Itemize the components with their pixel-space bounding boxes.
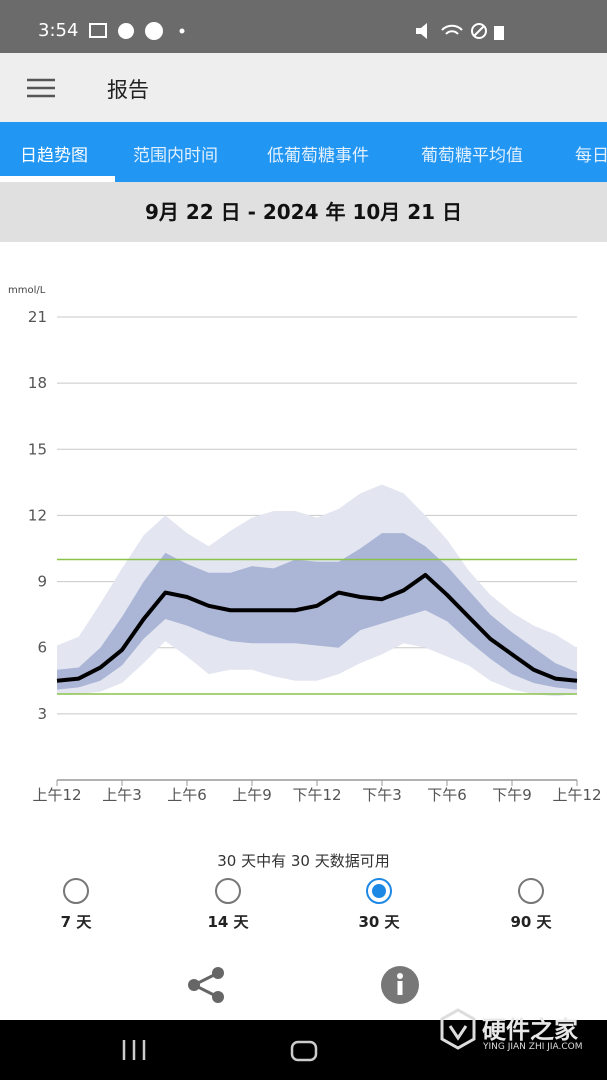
- y-tick-label: 6: [37, 639, 47, 657]
- y-tick-label: 15: [28, 440, 47, 458]
- clock: 3:54: [38, 20, 79, 41]
- app-bar: 报告: [0, 53, 607, 122]
- period-label: 30 天: [358, 913, 400, 931]
- period-label: 90 天: [510, 913, 552, 931]
- agp-chart: mmol/L 3 6 9 12 15 18 21 上午12 上午3 上午6 上午9 下午12 下午3 下午6…: [8, 285, 602, 804]
- system-icons: [416, 23, 504, 40]
- app-title: 报告: [107, 78, 149, 102]
- status-bar: 3:54: [0, 0, 607, 53]
- y-tick-label: 18: [28, 374, 47, 392]
- x-tick-label: 上午6: [167, 786, 207, 804]
- watermark-subtitle: YING JIAN ZHI JIA.COM: [483, 1042, 583, 1052]
- y-tick-label: 9: [37, 573, 47, 591]
- radio-button[interactable]: [215, 878, 241, 904]
- y-tick-label: 21: [28, 308, 47, 326]
- radio-button[interactable]: [63, 878, 89, 904]
- tab[interactable]: 日趋势图: [20, 146, 88, 166]
- tab[interactable]: 范围内时间: [133, 146, 218, 166]
- x-tick-label: 上午12: [32, 786, 81, 804]
- watermark-logo: [440, 1008, 476, 1050]
- tab[interactable]: 葡萄糖平均值: [421, 146, 523, 166]
- radio-button[interactable]: [366, 878, 392, 904]
- tab[interactable]: 每日: [575, 146, 607, 166]
- share-button[interactable]: [185, 965, 230, 1005]
- x-tick-label: 下午12: [292, 786, 341, 804]
- menu-button[interactable]: [27, 78, 57, 98]
- x-tick-label: 上午12: [552, 786, 601, 804]
- period-selector: 7 天 14 天 30 天 90 天: [61, 878, 553, 931]
- radio-button[interactable]: [518, 878, 544, 904]
- nav-bar: 硬件之家 YING JIAN ZHI JIA.COM: [0, 1008, 607, 1080]
- x-tick-label: 下午9: [492, 786, 532, 804]
- y-tick-label: 12: [28, 506, 47, 524]
- y-unit: mmol/L: [8, 285, 46, 296]
- period-label: 14 天: [207, 913, 249, 931]
- tab[interactable]: 低葡萄糖事件: [267, 146, 369, 166]
- y-tick-label: 3: [37, 705, 47, 723]
- period-label: 7 天: [61, 913, 93, 931]
- tab-bar: 日趋势图 范围内时间 低葡萄糖事件 葡萄糖平均值 每日: [0, 122, 607, 182]
- nav-buttons[interactable]: [110, 1036, 350, 1066]
- x-tick-label: 上午9: [232, 786, 272, 804]
- radio-dot: [372, 884, 386, 898]
- x-tick-label: 下午3: [362, 786, 402, 804]
- percentile-band: [57, 533, 577, 690]
- info-button[interactable]: [380, 965, 422, 1005]
- median-line: [56, 572, 578, 683]
- date-range: 9月 22 日 - 2024 年 10月 21 日: [0, 182, 607, 242]
- x-tick-label: 下午6: [427, 786, 467, 804]
- status-icons: [89, 22, 185, 40]
- x-tick-label: 上午3: [102, 786, 142, 804]
- availability: 30 天中有 30 天数据可用: [217, 852, 390, 870]
- watermark-title: 硬件之家: [482, 1016, 578, 1044]
- tab-indicator: [0, 176, 115, 182]
